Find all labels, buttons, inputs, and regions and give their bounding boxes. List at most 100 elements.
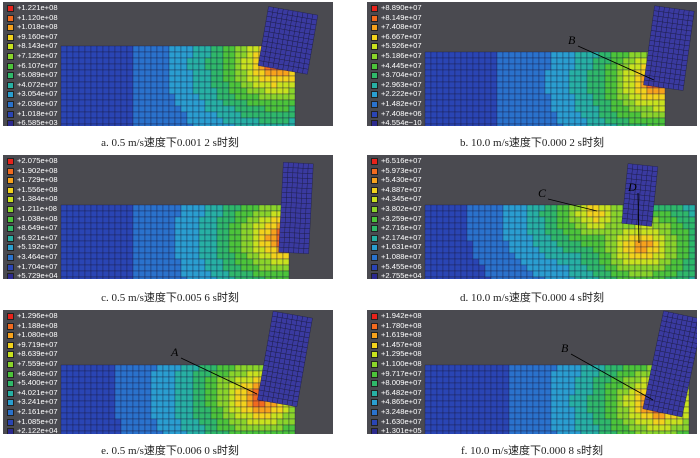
legend-swatch bbox=[371, 244, 378, 252]
legend-swatch bbox=[371, 418, 378, 426]
legend-swatch bbox=[7, 205, 14, 213]
legend-value: +1.080e+08 bbox=[17, 330, 58, 340]
legend-swatch bbox=[7, 33, 14, 41]
legend-swatch bbox=[7, 234, 14, 242]
legend-value: +5.089e+07 bbox=[17, 70, 58, 80]
legend-swatch bbox=[7, 399, 14, 407]
legend-swatch bbox=[7, 370, 14, 378]
caption-a: a. 0.5 m/s速度下0.001 2 s时刻 bbox=[101, 137, 239, 149]
legend-value: +1.038e+08 bbox=[17, 213, 58, 223]
legend-value: +3.802e+07 bbox=[381, 203, 422, 213]
legend-value: +1.295e+08 bbox=[381, 349, 422, 359]
cutter-block-a bbox=[257, 6, 319, 75]
legend-swatch bbox=[371, 81, 378, 89]
legend-swatch bbox=[7, 263, 14, 271]
legend-value: +1.384e+08 bbox=[17, 194, 58, 204]
marker-leader-f-B bbox=[570, 353, 654, 401]
legend-value: +4.021e+07 bbox=[17, 387, 58, 397]
legend-swatch bbox=[371, 332, 378, 340]
legend-value: +1.482e+07 bbox=[381, 98, 422, 108]
legend-swatch bbox=[7, 408, 14, 416]
legend-swatch bbox=[7, 72, 14, 80]
legend-swatch bbox=[371, 428, 378, 434]
legend-value: +1.631e+07 bbox=[381, 242, 422, 252]
legend-swatch bbox=[7, 322, 14, 330]
specimen-mesh-d bbox=[424, 204, 696, 279]
legend-swatch bbox=[371, 120, 378, 126]
marker-leader-d-D bbox=[637, 192, 640, 244]
legend-swatch bbox=[7, 380, 14, 388]
legend-swatch bbox=[7, 177, 14, 185]
legend-value: +1.301e+05 bbox=[381, 426, 422, 434]
legend-swatch bbox=[371, 14, 378, 22]
legend-value: +1.211e+08 bbox=[17, 203, 57, 213]
legend-swatch bbox=[7, 43, 14, 51]
legend-value: +6.921e+07 bbox=[17, 232, 58, 242]
legend-value: +6.480e+07 bbox=[17, 368, 58, 378]
legend-value: +2.755e+04 bbox=[381, 271, 422, 279]
panel-b: B +8.890e+07 +8.149e+07 +7.408e+07 +6.667e+… bbox=[367, 2, 697, 126]
legend-value: +2.222e+07 bbox=[381, 89, 422, 99]
legend-swatch bbox=[7, 360, 14, 368]
legend-value: +3.259e+07 bbox=[381, 213, 422, 223]
legend-swatch bbox=[371, 360, 378, 368]
legend-swatch bbox=[7, 418, 14, 426]
simulation-plot-a bbox=[60, 6, 319, 126]
specimen-mesh-e bbox=[60, 364, 296, 434]
legend-value: +2.174e+07 bbox=[381, 232, 422, 242]
cutter-block-f bbox=[642, 310, 697, 418]
legend-swatch bbox=[371, 313, 378, 320]
legend-swatch bbox=[371, 91, 378, 99]
legend-value: +5.400e+07 bbox=[17, 378, 58, 388]
legend-value: +5.973e+07 bbox=[381, 165, 422, 175]
legend-value: +8.149e+07 bbox=[381, 12, 422, 22]
legend-value: +1.780e+08 bbox=[381, 320, 422, 330]
legend-swatch bbox=[7, 14, 14, 22]
legend-value: +4.445e+07 bbox=[381, 60, 422, 70]
cutter-block-c bbox=[278, 162, 314, 254]
legend-value: +1.018e+08 bbox=[17, 22, 58, 32]
legend-swatch bbox=[371, 370, 378, 378]
caption-d: d. 10.0 m/s速度下0.000 4 s时刻 bbox=[460, 292, 604, 304]
legend-value: +1.457e+08 bbox=[381, 339, 422, 349]
legend-value: +4.072e+07 bbox=[17, 79, 58, 89]
legend-value: +4.554e−10 bbox=[381, 118, 422, 126]
legend-swatch bbox=[371, 234, 378, 242]
legend-value: +5.455e+06 bbox=[381, 261, 422, 271]
cutter-block-e bbox=[257, 311, 313, 407]
panel-a: +1.221e+08 +1.120e+08 +1.018e+08 +9.160e+07… bbox=[3, 2, 333, 126]
legend-value: +5.430e+07 bbox=[381, 175, 422, 185]
legend-value: +8.639e+07 bbox=[17, 349, 58, 359]
legend-value: +6.482e+07 bbox=[381, 387, 422, 397]
marker-label-b-B: B bbox=[568, 33, 576, 47]
legend-value: +4.345e+07 bbox=[381, 194, 422, 204]
legend-swatch bbox=[7, 389, 14, 397]
legend-swatch bbox=[7, 215, 14, 223]
legend-swatch bbox=[371, 341, 378, 349]
legend-swatch bbox=[371, 380, 378, 388]
legend-swatch bbox=[371, 177, 378, 185]
legend-swatch bbox=[7, 100, 14, 108]
legend-swatch bbox=[7, 253, 14, 261]
legend-value: +9.719e+07 bbox=[17, 339, 58, 349]
legend-value: +2.963e+07 bbox=[381, 79, 422, 89]
legend-value: +3.054e+07 bbox=[17, 89, 58, 99]
legend-value: +6.585e+03 bbox=[17, 118, 58, 126]
legend-swatch bbox=[371, 72, 378, 80]
legend-value: +1.085e+07 bbox=[17, 416, 58, 426]
legend-swatch bbox=[7, 244, 14, 252]
legend-value: +8.890e+07 bbox=[381, 3, 422, 12]
legend-value: +5.926e+07 bbox=[381, 41, 422, 51]
cutter-block-b bbox=[643, 5, 695, 91]
simulation-plot-c bbox=[60, 162, 314, 279]
simulation-plot-b: B bbox=[424, 5, 695, 126]
legend-value: +6.667e+07 bbox=[381, 31, 422, 41]
legend-value: +2.036e+07 bbox=[17, 98, 58, 108]
simulation-plot-f: B bbox=[424, 310, 697, 434]
legend-swatch bbox=[371, 389, 378, 397]
legend-swatch bbox=[7, 225, 14, 233]
cutter-block-d bbox=[621, 163, 659, 227]
legend-value: +1.188e+08 bbox=[17, 320, 58, 330]
legend-value: +1.556e+08 bbox=[17, 184, 58, 194]
specimen-mesh-f bbox=[424, 364, 690, 434]
